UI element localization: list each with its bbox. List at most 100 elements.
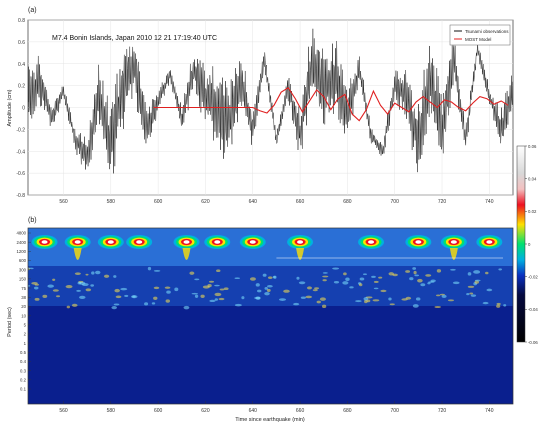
hot-spot-ring <box>136 240 143 244</box>
colorbar-tick-label: 0.06 <box>528 144 537 149</box>
wavelet-speckle <box>409 277 414 281</box>
legend-label-observations: Tsunami observations <box>465 29 509 34</box>
wavelet-y-tick-label: 4800 <box>16 231 26 236</box>
wavelet-hot-spot <box>204 235 231 249</box>
wavelet-speckle <box>153 286 160 290</box>
wavelet-speckle <box>216 269 221 273</box>
hot-spot-tail <box>449 248 458 260</box>
x-tick-label: 660 <box>296 199 305 205</box>
x-tick-label: 580 <box>107 199 116 205</box>
wavelet-speckle <box>430 279 436 283</box>
wavelet-speckle <box>85 273 89 276</box>
model-line <box>153 87 509 122</box>
wavelet-speckle <box>355 300 362 303</box>
hot-spot-ring <box>486 240 493 244</box>
wavelet-speckle <box>66 305 71 309</box>
wavelet-speckle <box>264 292 270 296</box>
wavelet-y-tick-label: 150 <box>19 277 27 282</box>
wavelet-speckle <box>214 292 222 297</box>
wavelet-x-tick-label: 640 <box>249 408 258 414</box>
wavelet-speckle <box>209 299 216 303</box>
wavelet-speckle <box>296 276 300 280</box>
wavelet-x-tick-label: 580 <box>107 408 116 414</box>
wavelet-x-tick-label: 620 <box>201 408 210 414</box>
wavelet-y-tick-label: 0.1 <box>20 387 27 392</box>
wavelet-speckle <box>427 282 431 285</box>
panel-b-frame <box>27 227 514 405</box>
x-tick-label: 700 <box>391 199 400 205</box>
wavelet-speckle <box>255 283 260 287</box>
wavelet-y-tick-label: 1 <box>24 341 27 346</box>
wavelet-speckle <box>300 296 306 299</box>
wavelet-speckle <box>114 288 120 293</box>
wavelet-speckle <box>371 275 376 278</box>
x-tick-label: 720 <box>438 199 447 205</box>
wavelet-hot-spot <box>173 235 200 260</box>
wavelet-hot-spot <box>31 235 58 249</box>
wavelet-speckle <box>412 267 417 270</box>
wavelet-speckle <box>389 303 395 306</box>
wavelet-speckle <box>425 274 432 277</box>
wavelet-y-tick-label: 38 <box>21 295 26 300</box>
wavelet-speckle <box>372 299 380 302</box>
legend-box <box>449 24 511 46</box>
wavelet-speckle <box>234 277 240 280</box>
wavelet-speckle <box>343 272 347 276</box>
wavelet-speckle <box>322 279 327 282</box>
wavelet-speckle <box>151 302 156 305</box>
wavelet-y-tick-label: 75 <box>21 286 26 291</box>
wavelet-y-tick-label: 0.2 <box>20 378 27 383</box>
colorbar-ticks: 0.06 0.04 0.02 0 -0.02 -0.04 -0.06 <box>525 144 538 345</box>
hot-spot-tail <box>296 248 305 260</box>
wavelet-speckle <box>115 295 122 299</box>
wavelet-y-axis-label: Period (sec) <box>7 307 13 337</box>
colorbar-tick-label: -0.02 <box>528 274 538 279</box>
wavelet-hot-spot <box>405 235 432 249</box>
wavelet-speckle <box>466 293 470 296</box>
wavelet-speckle <box>469 292 474 295</box>
wavelet-speckle <box>113 275 117 278</box>
wavelet-y-tick-label: 2 <box>24 332 27 337</box>
wavelet-y-tick-label: 300 <box>19 267 27 272</box>
hot-spot-ring <box>368 240 375 244</box>
wavelet-speckle <box>388 272 394 276</box>
wavelet-speckle <box>349 286 354 289</box>
wavelet-speckle <box>333 281 340 284</box>
wavelet-speckle <box>467 285 475 288</box>
hot-spot-ring <box>183 240 190 244</box>
panel-b-x-ticks: 560 580 600 620 640 660 680 700 720 740 <box>59 401 494 414</box>
wavelet-speckle <box>380 289 387 293</box>
wavelet-speckle <box>144 302 149 306</box>
wavelet-speckle <box>358 283 363 287</box>
wavelet-speckle <box>279 298 286 301</box>
hot-spot-ring <box>450 240 457 244</box>
wavelet-x-tick-label: 560 <box>59 408 68 414</box>
observation-trace <box>28 28 513 174</box>
wavelet-speckle <box>56 295 61 298</box>
wavelet-speckle <box>405 270 411 273</box>
x-tick-label: 620 <box>201 199 210 205</box>
wavelet-hot-spot <box>126 235 153 249</box>
hot-spot-tail <box>73 248 82 260</box>
wavelet-speckle <box>52 278 56 282</box>
wavelet-speckle <box>153 296 158 300</box>
wavelet-speckle <box>366 299 371 303</box>
wavelet-speckle <box>28 267 34 270</box>
wavelet-speckle <box>470 294 477 297</box>
wavelet-hot-spot <box>64 235 91 260</box>
wavelet-speckle <box>194 278 200 281</box>
wavelet-speckle <box>467 272 472 276</box>
wavelet-speckle <box>420 283 426 287</box>
wavelet-hot-spot <box>239 235 266 249</box>
panel-a-label: (a) <box>28 7 37 14</box>
hot-spot-ring <box>74 240 81 244</box>
wavelet-speckle <box>266 288 271 292</box>
wavelet-speckle <box>28 285 31 287</box>
panel-b-y-ticks: 4800 2400 1200 600 300 150 75 38 20 10 5 2 1 0.5 0.4 0.… <box>16 231 31 392</box>
wavelet-speckle <box>321 304 327 309</box>
wavelet-speckle <box>71 303 78 307</box>
wavelet-speckle <box>388 297 392 301</box>
wavelet-speckle <box>314 287 320 290</box>
wavelet-y-tick-label: 5 <box>24 322 27 327</box>
wavelet-speckle <box>342 281 349 285</box>
